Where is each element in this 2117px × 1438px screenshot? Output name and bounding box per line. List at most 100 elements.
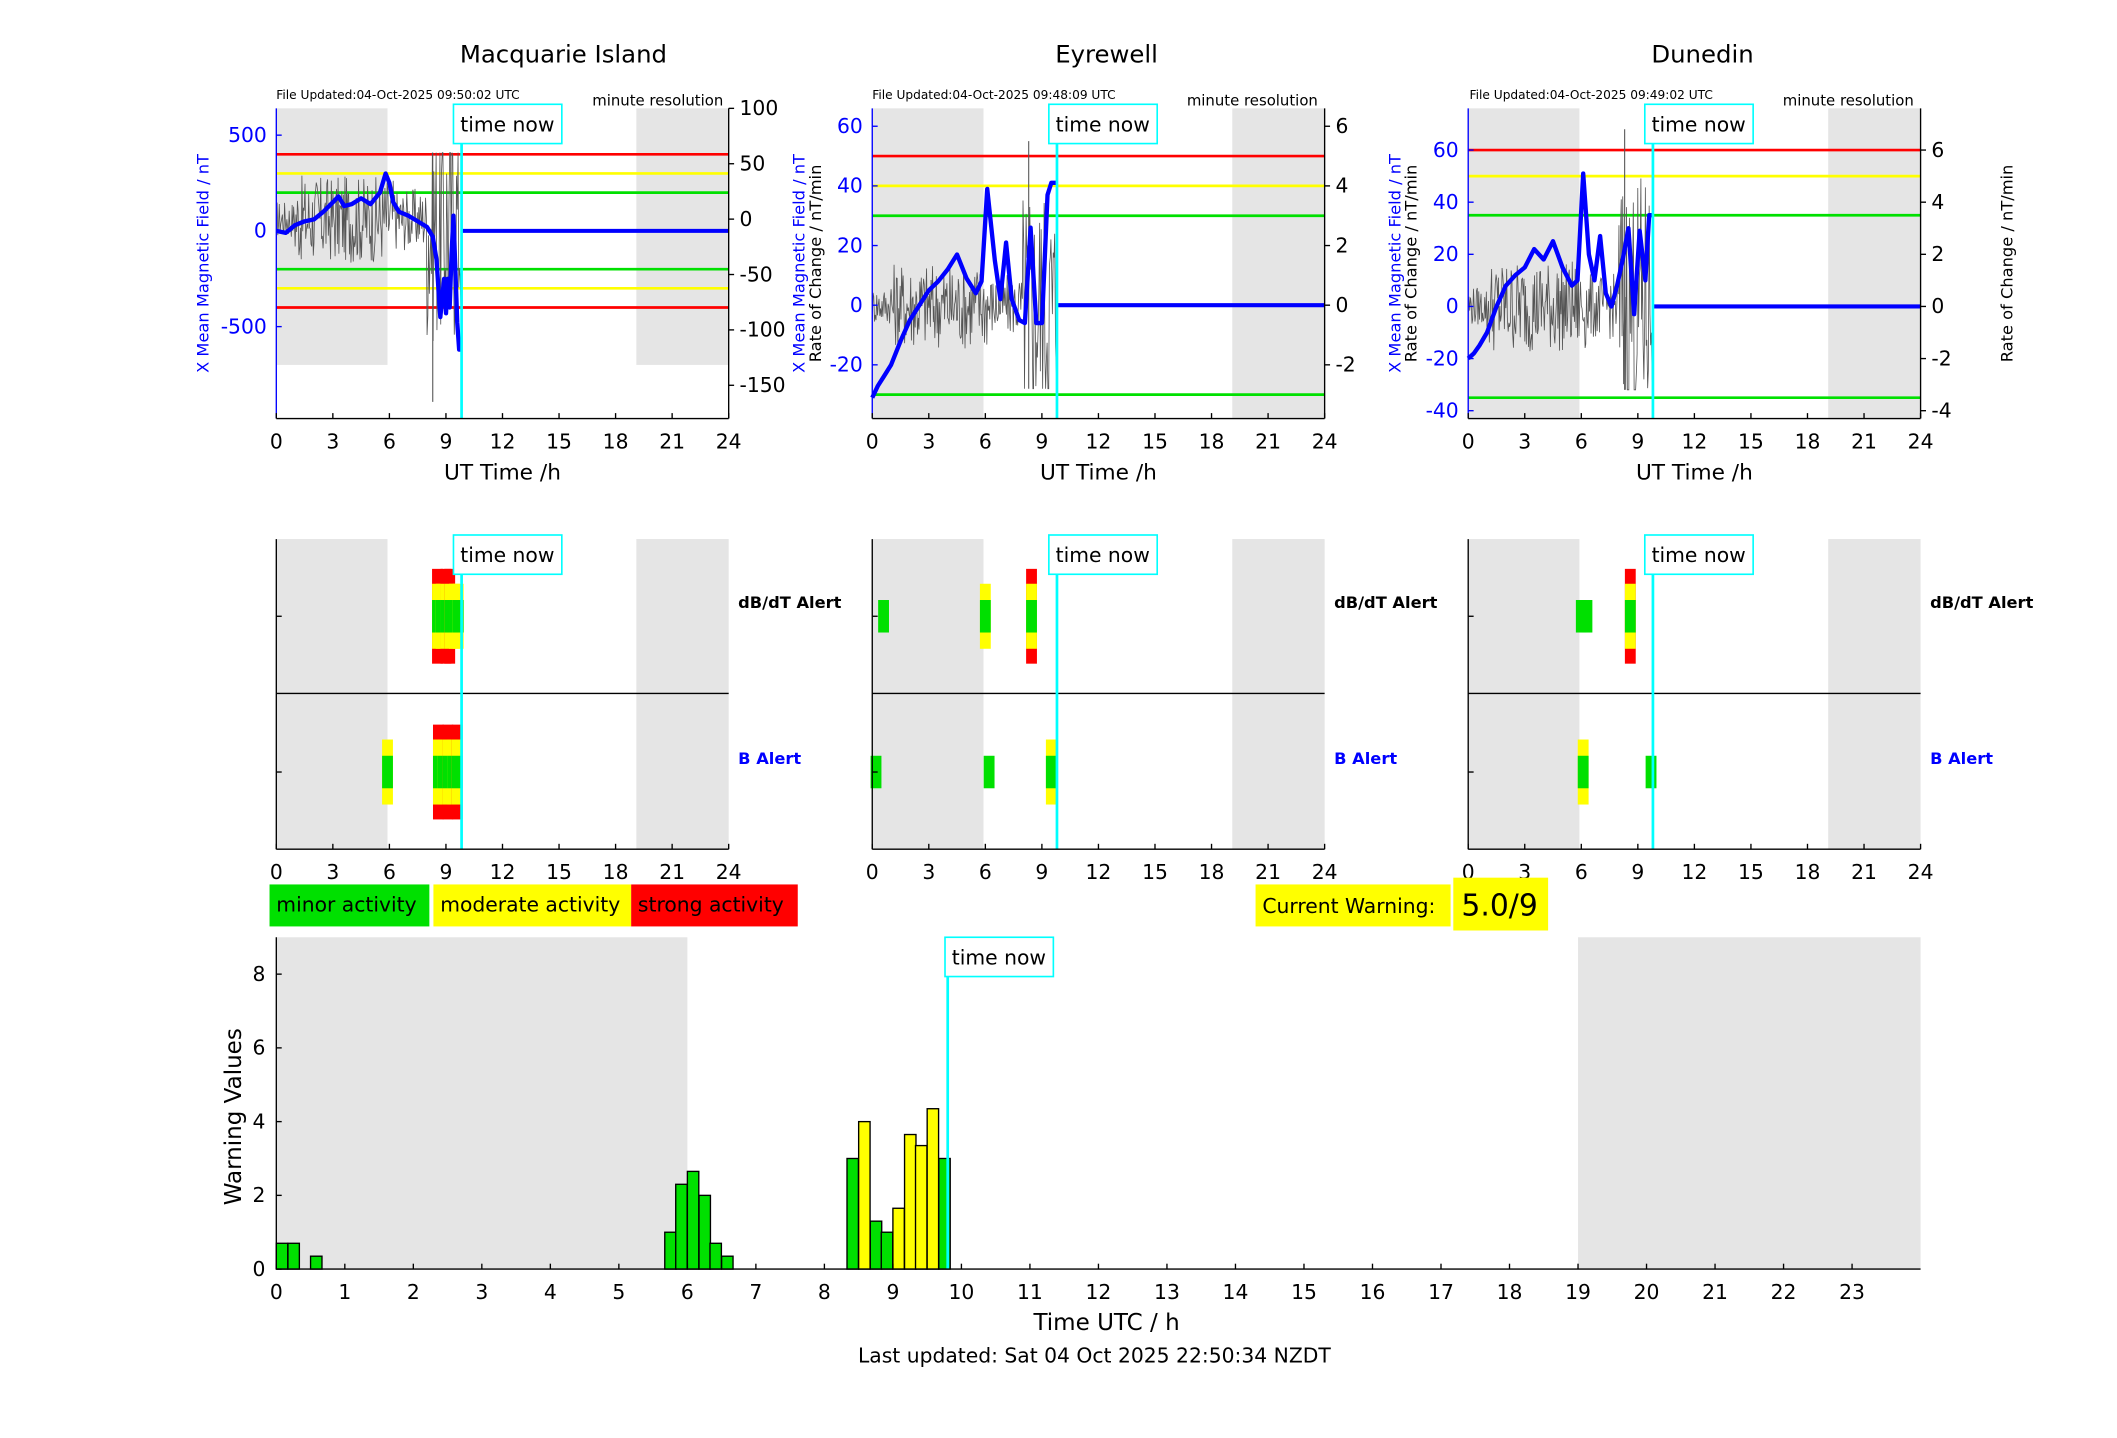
station-title-eyrewell: Eyrewell: [1055, 39, 1158, 68]
warning-bar: [698, 1194, 712, 1270]
time-now-annotation-box: [1048, 534, 1159, 576]
y-tick-label: 4: [253, 1109, 266, 1133]
x-tick-label: 0: [866, 429, 879, 453]
x-tick-label: 0: [270, 429, 283, 453]
x-tick-label: 21: [1255, 860, 1281, 884]
x-tick-label: 16: [1360, 1280, 1386, 1304]
y-left-axis-label: X Mean Magnetic Field / nT: [790, 154, 809, 373]
night-shade-1: [1578, 937, 1921, 1270]
x-mean-field-line: [275, 171, 462, 352]
x-tick-label: 1: [338, 1280, 351, 1304]
activity-legend: minor activity moderate activity strong …: [269, 884, 798, 927]
x-tick-label: 9: [1631, 429, 1644, 453]
time-now-annotation-label: time now: [460, 112, 554, 136]
alert-panels: time now 0 3 6 9 12 15 18 21 24 dB/dT Alert B Alert…: [270, 534, 2034, 884]
x-tick-label: 15: [1738, 860, 1764, 884]
b-alert-mark-minor-band: [1045, 755, 1057, 789]
warning-bar: [664, 1231, 677, 1270]
x-tick-label: 18: [1795, 429, 1821, 453]
y-right-axis-label: Rate of Change / nT/min: [806, 165, 825, 363]
y-tick-label: 0: [253, 1257, 266, 1281]
x-tick-label: 3: [922, 429, 935, 453]
b-alert-mark-minor-band: [1577, 755, 1589, 789]
file-updated-macquarie: File Updated:04-Oct-2025 09:50:02 UTC: [276, 88, 519, 102]
y-right-tick-label: -150: [740, 373, 786, 397]
time-now-annotation-label: time now: [1652, 112, 1746, 136]
x-tick-label: 13: [1154, 1280, 1180, 1304]
night-shade-0: [276, 937, 688, 1270]
y-right-tick-label: 6: [1335, 114, 1348, 138]
x-mean-field-line: [1466, 171, 1653, 361]
x-tick-label: 12: [490, 860, 516, 884]
alert-panel-0: time now 0 3 6 9 12 15 18 21 24 dB/dT Alert B Alert: [270, 534, 842, 884]
x-tick-label: 21: [659, 860, 685, 884]
night-shade-1: [1828, 108, 1921, 419]
legend-strong-swatch: [631, 884, 798, 927]
y-right-axis-label: Rate of Change / nT/min: [1402, 165, 1421, 363]
warning-bar: [287, 1242, 301, 1270]
y-tick-label: 8: [253, 962, 266, 986]
current-warning: Current Warning: 5.0/9: [1255, 877, 1549, 931]
x-tick-label: 0: [866, 860, 879, 884]
x-tick-label: 24: [716, 429, 742, 453]
legend-moderate-label: moderate activity: [440, 893, 620, 917]
station-title-dunedin: Dunedin: [1651, 39, 1753, 68]
time-now-annotation-box: [452, 103, 563, 145]
dbdt-alert-row-label: dB/dT Alert: [1334, 593, 1438, 612]
y-right-tick-label: 2: [1931, 242, 1944, 266]
y-left-tick-label: 0: [1446, 294, 1459, 318]
y-right-tick-label: 4: [1335, 174, 1348, 198]
x-tick-label: 9: [1035, 860, 1048, 884]
y-left-tick-label: 40: [837, 174, 863, 198]
x-tick-label: 3: [326, 860, 339, 884]
x-tick-label: 0: [270, 1280, 283, 1304]
time-now-annotation-box: [1643, 534, 1754, 576]
x-tick-label: 0: [1462, 429, 1475, 453]
b-alert-mark-minor-band: [451, 755, 463, 789]
x-tick-label: 11: [1017, 1280, 1043, 1304]
time-now-annotation-box: [1643, 103, 1754, 145]
x-tick-label: 18: [1795, 860, 1821, 884]
y-right-tick-label: -2: [1931, 346, 1951, 370]
warning-bar: [309, 1255, 323, 1270]
current-warning-label: Current Warning:: [1262, 894, 1435, 918]
warning-bar: [275, 1242, 289, 1270]
x-tick-label: 12: [1086, 860, 1112, 884]
y-right-tick-label: -100: [740, 318, 786, 342]
warning-bar: [686, 1170, 700, 1270]
rate-of-change-trace: [275, 152, 462, 342]
x-tick-label: 3: [922, 860, 935, 884]
x-tick-label: 12: [490, 429, 516, 453]
dbdt-alert-mark-minor-band: [979, 600, 991, 633]
x-tick-label: 5: [612, 1280, 625, 1304]
x-tick-label: 21: [659, 429, 685, 453]
x-tick-label: 9: [886, 1280, 899, 1304]
time-now-annotation-label: time now: [1056, 112, 1150, 136]
y-left-tick-label: -40: [1426, 398, 1459, 422]
rate-of-change-trace: [1467, 178, 1654, 391]
legend-minor-label: minor activity: [276, 893, 416, 917]
b-alert-mark-minor-band: [1645, 755, 1657, 789]
y-right-tick-label: 50: [740, 152, 766, 176]
y-left-tick-label: 20: [837, 233, 863, 257]
time-now-annotation-label: time now: [460, 543, 554, 567]
time-now-annotation-label: time now: [952, 945, 1046, 969]
y-left-tick-label: 60: [1433, 138, 1459, 162]
dbdt-alert-mark-minor-band: [878, 600, 889, 633]
x-tick-label: 0: [270, 860, 283, 884]
x-tick-label: 12: [1086, 1280, 1112, 1304]
b-alert-row-label: B Alert: [738, 749, 801, 768]
x-tick-label: 12: [1681, 860, 1707, 884]
x-tick-label: 24: [1312, 429, 1338, 453]
x-tick-label: 18: [603, 860, 629, 884]
current-warning-value-box: [1453, 877, 1549, 931]
x-tick-label: 7: [749, 1280, 762, 1304]
y-left-tick-label: 0: [850, 293, 863, 317]
x-tick-label: 15: [1738, 429, 1764, 453]
b-alert-mark-minor-band: [983, 755, 995, 789]
